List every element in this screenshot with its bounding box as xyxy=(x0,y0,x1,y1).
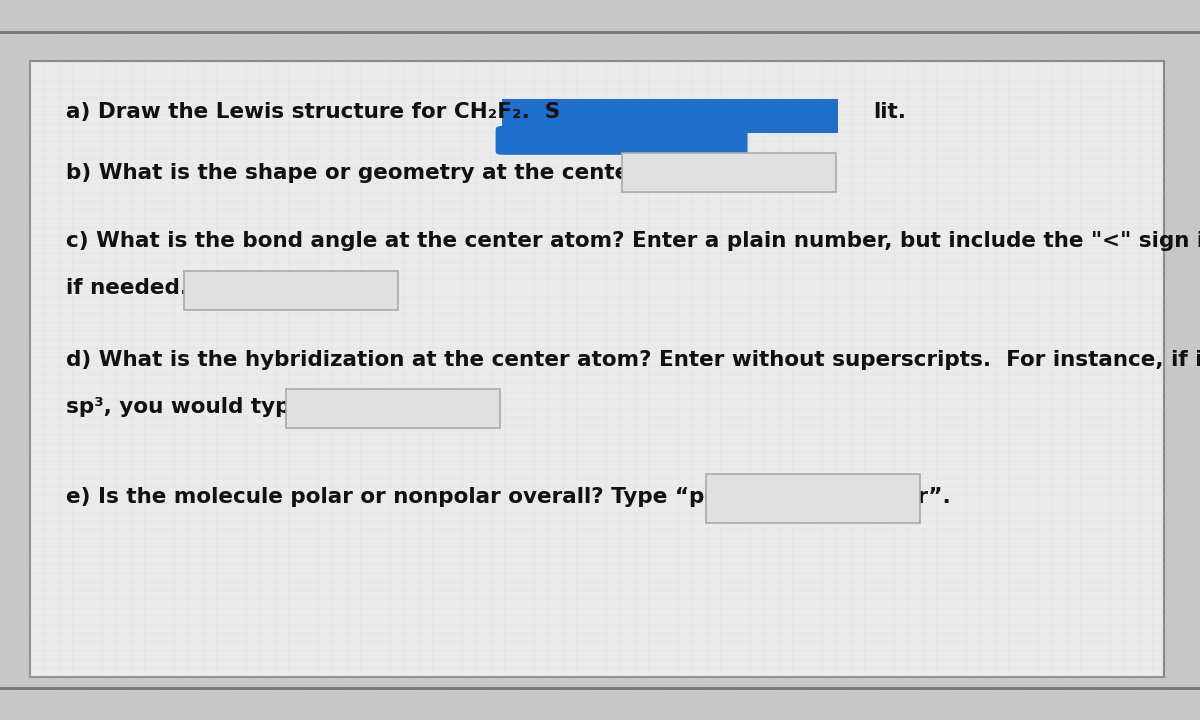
Text: b) What is the shape or geometry at the center atom?: b) What is the shape or geometry at the … xyxy=(66,163,721,183)
FancyBboxPatch shape xyxy=(184,271,398,310)
Text: d) What is the hybridization at the center atom? Enter without superscripts.  Fo: d) What is the hybridization at the cent… xyxy=(66,350,1200,370)
Text: c) What is the bond angle at the center atom? Enter a plain number, but include : c) What is the bond angle at the center … xyxy=(66,231,1200,251)
FancyBboxPatch shape xyxy=(496,126,748,155)
FancyBboxPatch shape xyxy=(30,61,1164,677)
Text: lit.: lit. xyxy=(874,102,907,122)
Text: if needed.: if needed. xyxy=(66,278,188,298)
Text: sp³, you would type “sp3”.: sp³, you would type “sp3”. xyxy=(66,397,392,417)
Text: e) Is the molecule polar or nonpolar overall? Type “polar” or “nonpolar”.: e) Is the molecule polar or nonpolar ove… xyxy=(66,487,950,507)
Bar xyxy=(502,99,838,133)
Text: a) Draw the Lewis structure for CH₂F₂.  S: a) Draw the Lewis structure for CH₂F₂. S xyxy=(66,102,560,122)
FancyBboxPatch shape xyxy=(622,153,836,192)
FancyBboxPatch shape xyxy=(286,389,500,428)
FancyBboxPatch shape xyxy=(706,474,920,523)
